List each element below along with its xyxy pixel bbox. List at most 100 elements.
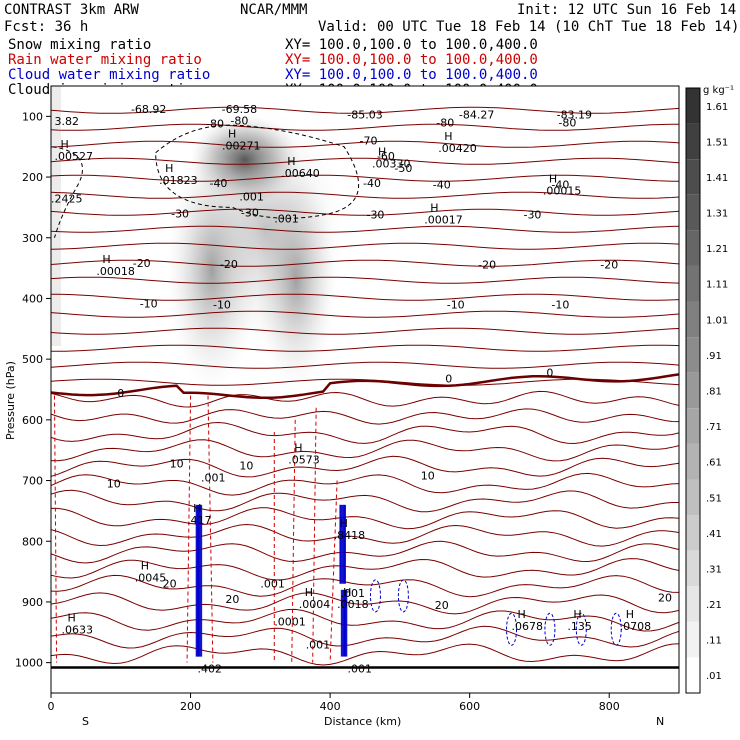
plot-background bbox=[51, 86, 679, 693]
colorbar-swatch bbox=[686, 265, 700, 302]
temperature-contour-line bbox=[51, 174, 679, 182]
temperature-contour-line bbox=[51, 208, 679, 216]
colorbar-swatch bbox=[686, 123, 700, 160]
temperature-contour-line bbox=[51, 558, 679, 581]
temperature-contour-line bbox=[51, 310, 679, 318]
model-title: CONTRAST 3km ARW bbox=[4, 2, 139, 18]
temperature-contour-label: -30 bbox=[523, 209, 541, 222]
rain-contour-line bbox=[53, 395, 58, 663]
y-tick-label: 300 bbox=[22, 232, 43, 245]
extremum-value: .001 bbox=[348, 663, 373, 676]
temperature-contour-label: 20 bbox=[163, 578, 177, 591]
field-label-snow: Snow mixing ratio bbox=[8, 37, 151, 53]
temperature-contour-label: 10 bbox=[170, 458, 184, 471]
temperature-contour-label: 0 bbox=[445, 373, 452, 386]
colorbar-swatch bbox=[686, 586, 700, 622]
temperature-contour-line bbox=[51, 191, 679, 199]
extremum-value: .00017 bbox=[424, 214, 463, 227]
colorbar-swatch bbox=[686, 88, 700, 124]
x-tick-label: 800 bbox=[599, 700, 620, 713]
colorbar-level-label: 1.41 bbox=[706, 173, 728, 184]
rain-contour-line bbox=[329, 480, 338, 663]
colorbar-swatch bbox=[686, 337, 700, 373]
temperature-contour-line bbox=[51, 421, 679, 445]
colorbar-level-label: .91 bbox=[706, 351, 722, 362]
colorbar-frame bbox=[685, 87, 701, 694]
extremum-value: .00015 bbox=[543, 184, 582, 197]
temperature-contours bbox=[51, 106, 679, 669]
y-tick-label: 400 bbox=[22, 292, 43, 305]
y-axis: 100 200 300 400 500 600 700 800 900 1000 bbox=[15, 110, 51, 670]
y-tick-label: 800 bbox=[22, 535, 43, 548]
temperature-contour-line bbox=[51, 106, 679, 114]
y-tick-label: 900 bbox=[22, 596, 43, 609]
extremum-marker: H bbox=[573, 608, 581, 621]
temperature-contour-line bbox=[51, 242, 679, 250]
hydrometeor-contours bbox=[52, 124, 622, 663]
extremum-value: .00420 bbox=[438, 142, 477, 155]
init-time: Init: 12 UTC Sun 16 Feb 14 bbox=[517, 2, 736, 18]
colorbar-unit: g kg⁻¹ bbox=[703, 85, 734, 96]
colorbar-level-label: .51 bbox=[706, 493, 722, 504]
temperature-contour-line bbox=[51, 540, 679, 564]
temperature-contour-label: -80 bbox=[436, 116, 454, 129]
extremum-marker: H bbox=[67, 611, 75, 624]
temperature-contour-line bbox=[51, 344, 679, 352]
temperature-contour-label: -84.27 bbox=[459, 109, 494, 122]
temperature-contour-line bbox=[51, 643, 679, 666]
colorbar-swatch bbox=[686, 230, 700, 266]
temperature-contour-line bbox=[51, 361, 679, 369]
x-axis: 0 200 400 600 800 bbox=[48, 693, 620, 713]
colorbar-level-label: 1.21 bbox=[706, 244, 728, 255]
colorbar-swatch bbox=[686, 159, 700, 195]
colorbar-level-label: 1.61 bbox=[706, 102, 728, 113]
cloud-ice-contour bbox=[155, 124, 360, 219]
extremum-value: .0633 bbox=[61, 623, 93, 636]
extremum-marker: H bbox=[287, 155, 295, 168]
temperature-contour-line bbox=[51, 293, 679, 301]
extremum-marker: H bbox=[141, 560, 149, 573]
extremum-value: .0708 bbox=[620, 620, 652, 633]
y-axis-label: Pressure (hPa) bbox=[4, 361, 17, 440]
field-label-cloud-water: Cloud water mixing ratio bbox=[8, 67, 210, 83]
colorbar-swatch bbox=[686, 479, 700, 516]
temperature-contour-label: -30 bbox=[171, 207, 189, 220]
extremum-value: .00271 bbox=[222, 139, 261, 152]
extremum-value: .2425 bbox=[51, 192, 83, 205]
extremum-value: .0004 bbox=[299, 598, 331, 611]
x-tick-label: 600 bbox=[459, 700, 480, 713]
snow-left-edge bbox=[51, 86, 61, 346]
extremum-value: .0001 bbox=[274, 615, 306, 628]
x-axis-label: Distance (km) bbox=[324, 715, 401, 728]
colorbar-swatch bbox=[686, 657, 700, 693]
y-tick-label: 1000 bbox=[15, 657, 43, 670]
cloud-water-closed-contour bbox=[369, 579, 381, 613]
temperature-contour-label: -69.58 bbox=[222, 103, 257, 116]
x-tick-label: 200 bbox=[180, 700, 201, 713]
extremum-marker: H bbox=[343, 586, 351, 599]
temperature-contour-label: -20 bbox=[220, 258, 238, 271]
extremum-value: .00330 bbox=[372, 158, 411, 171]
temperature-contour-label: -10 bbox=[447, 299, 465, 312]
extremum-marker: H bbox=[294, 441, 302, 454]
extremum-value: .8418 bbox=[334, 529, 366, 542]
y-tick-label: 100 bbox=[22, 110, 43, 123]
temperature-contour-label: -30 bbox=[241, 206, 259, 219]
extremum-marker: H bbox=[60, 138, 68, 151]
extremum-marker: H bbox=[228, 127, 236, 140]
temperature-contour-label: -80 bbox=[206, 118, 224, 131]
extremum-marker: H bbox=[193, 502, 201, 515]
extremum-value: .001 bbox=[201, 472, 226, 485]
temperature-contour-label: 20 bbox=[225, 593, 239, 606]
colorbar-level-label: .11 bbox=[706, 636, 722, 647]
temperature-contour-label: -20 bbox=[478, 258, 496, 271]
center-title: NCAR/MMM bbox=[240, 2, 307, 18]
colorbar-level-label: .31 bbox=[706, 564, 722, 575]
extremum-marker: H bbox=[430, 202, 438, 215]
colorbar-level-label: 1.01 bbox=[706, 315, 728, 326]
temperature-contour-label: -20 bbox=[133, 257, 151, 270]
xy-line-snow: XY= 100.0,100.0 to 100.0,400.0 bbox=[285, 37, 538, 53]
cloud-water-closed-contour bbox=[575, 612, 587, 646]
temperature-contour-label: 0 bbox=[117, 387, 124, 400]
